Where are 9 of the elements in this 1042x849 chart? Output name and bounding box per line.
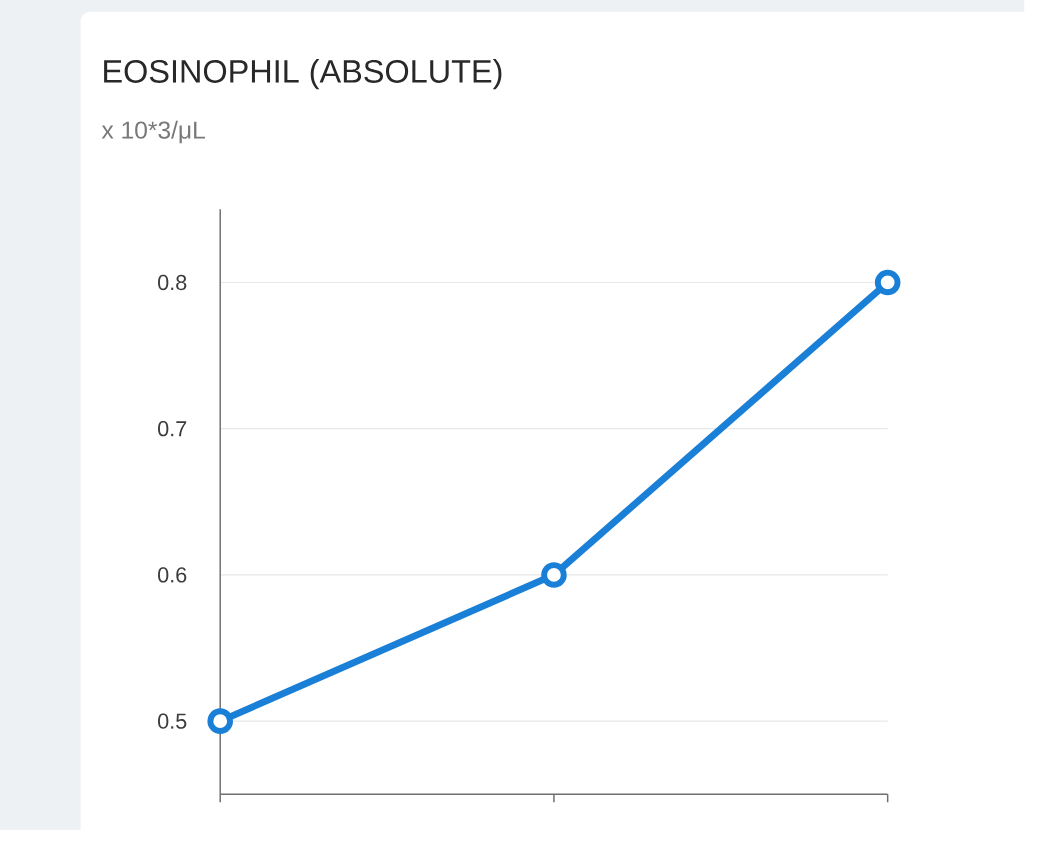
point — [874, 269, 901, 296]
point — [541, 562, 567, 588]
point — [207, 708, 233, 734]
chart-subtitle: x 10*3/μL — [101, 120, 205, 144]
y-tick-label: 0.8 — [158, 274, 187, 290]
y-tick-label: 0.5 — [158, 713, 187, 729]
y-tick-label: 0.7 — [158, 420, 187, 437]
y-tick-label: 0.6 — [158, 567, 187, 583]
chart-title: EOSINOPHIL (ABSOLUTE) — [104, 58, 502, 90]
